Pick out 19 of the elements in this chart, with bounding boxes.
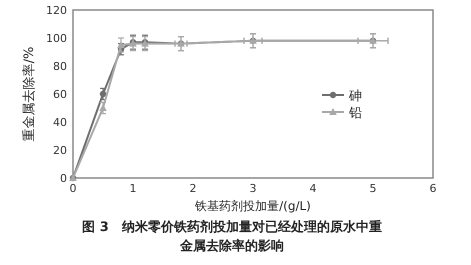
y-tick-label: 0 bbox=[60, 172, 67, 185]
x-tick-label: 6 bbox=[430, 182, 436, 195]
x-tick-label: 1 bbox=[130, 182, 136, 195]
x-tick-label: 3 bbox=[250, 182, 256, 195]
y-tick-label: 40 bbox=[53, 116, 67, 129]
legend-label: 铅 bbox=[348, 106, 362, 121]
text: 图 3 纳米零价铁药剂投加量对已经处理的原水中重金属去除率的影响 bbox=[82, 218, 382, 256]
x-tick-label: 5 bbox=[370, 182, 376, 195]
y-tick-label: 80 bbox=[53, 60, 67, 73]
y-tick-label: 20 bbox=[53, 144, 67, 157]
x-tick-label: 0 bbox=[70, 182, 76, 195]
y-axis-title: 重金属去除率/% bbox=[21, 46, 37, 142]
y-tick-label: 120 bbox=[46, 4, 67, 17]
y-tick-label: 100 bbox=[46, 32, 67, 45]
x-axis-title: 铁基药剂投加量/(g/L) bbox=[194, 199, 311, 213]
y-tick-label: 60 bbox=[53, 88, 67, 101]
x-tick-label: 4 bbox=[310, 182, 316, 195]
x-tick-label: 2 bbox=[190, 182, 196, 195]
legend-label: 砷 bbox=[348, 89, 362, 104]
